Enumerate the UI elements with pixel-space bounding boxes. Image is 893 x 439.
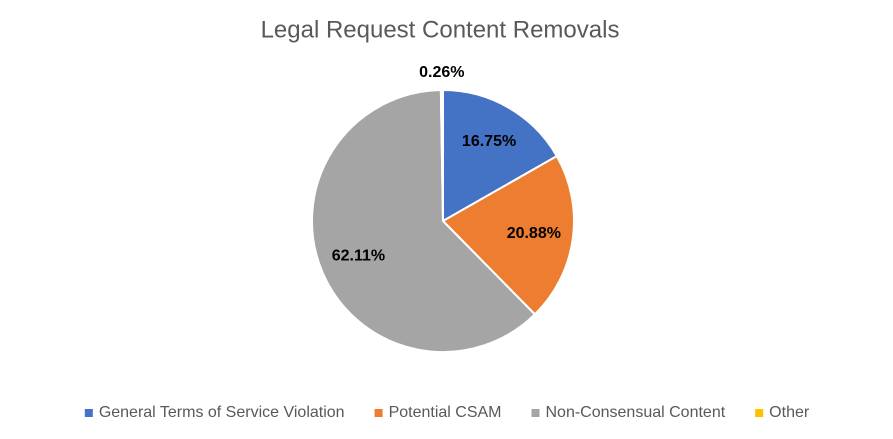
legend-label: General Terms of Service Violation: [99, 404, 345, 421]
data-label: 62.11%: [332, 248, 385, 265]
legend-label: Potential CSAM: [389, 404, 502, 421]
legend-swatch: [84, 409, 93, 417]
chart-title: Legal Request Content Removals: [261, 16, 620, 43]
data-label: 0.26%: [419, 64, 464, 81]
legend-label: Non-Consensual Content: [546, 404, 726, 421]
legend-swatch: [531, 409, 540, 417]
data-label: 20.88%: [507, 225, 561, 242]
legend-swatch: [374, 409, 383, 417]
legend-swatch: [755, 409, 764, 417]
pie-slice: [441, 154, 575, 316]
pie-slice: [442, 88, 559, 223]
data-label: 16.75%: [462, 133, 516, 150]
pie-slice: [439, 88, 444, 222]
legend-label: Other: [769, 404, 810, 421]
pie-slice: [311, 88, 537, 353]
